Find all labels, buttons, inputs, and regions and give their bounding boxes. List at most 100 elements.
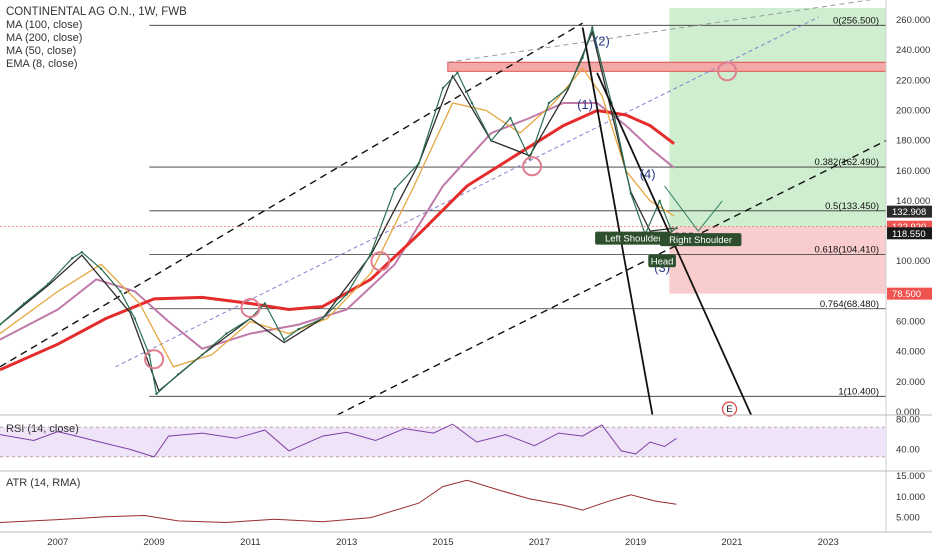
y-tick-label: 160.000: [896, 166, 930, 177]
price-tag: 78.500: [892, 289, 921, 300]
price-tag-bg: [887, 287, 932, 300]
price-tag: 132.908: [892, 207, 926, 218]
price-point: [489, 139, 493, 142]
channel-upper-line: [0, 22, 583, 368]
atr-panel-label: ATR (14, RMA): [6, 477, 81, 489]
price-point: [441, 86, 445, 90]
price-point: [369, 252, 372, 255]
legend-ma200: MA (200, close): [6, 32, 83, 44]
price-point: [201, 353, 204, 356]
pattern-tag: Left Shoulder: [605, 234, 662, 245]
price-point: [297, 327, 300, 331]
price-point: [80, 251, 84, 254]
price-point: [133, 317, 137, 320]
wave-label: (1): [577, 97, 593, 112]
price-point: [22, 302, 26, 305]
y-tick-label: 40.000: [896, 347, 925, 358]
price-point: [282, 338, 286, 341]
ma-line: [0, 30, 675, 392]
projection-path: [664, 185, 723, 232]
x-tick-label: 2021: [721, 537, 742, 548]
pattern-tag-bg: [595, 231, 672, 245]
midline-line: [115, 16, 819, 368]
atr-tick-label: 10.000: [896, 492, 925, 503]
legend-ema8: EMA (8, close): [6, 58, 78, 70]
price-point: [629, 192, 632, 195]
y-tick-label: 100.000: [896, 256, 930, 267]
fib-level-label: 0.618(104.410): [815, 245, 879, 256]
price-point: [155, 392, 158, 396]
price-tag-bg: [887, 227, 932, 240]
y-tick-label: 0.000: [896, 407, 920, 418]
x-tick-label: 2019: [625, 537, 646, 548]
price-point: [263, 302, 267, 305]
x-tick-label: 2007: [47, 537, 68, 548]
fib-level-label: 0.5(133.450): [825, 201, 879, 212]
rsi-tick-label: 80.00: [896, 415, 920, 426]
price-point: [176, 373, 180, 376]
x-tick-label: 2011: [240, 537, 260, 548]
fib-level-label: 1(10.400): [838, 386, 879, 397]
channel-lower-line: [336, 140, 887, 416]
ma-line: [0, 108, 676, 372]
price-point: [456, 71, 459, 75]
price-point: [71, 257, 74, 260]
price-point: [99, 267, 103, 270]
price-point: [470, 101, 474, 105]
fib-level-label: 0.764(68.480): [820, 299, 879, 310]
y-tick-label: 260.000: [896, 15, 930, 26]
wave-label: (2): [594, 34, 610, 49]
price-point: [547, 101, 551, 105]
pattern-tag: Head: [651, 256, 674, 267]
pattern-tag-bg: [659, 233, 742, 247]
price-point: [566, 86, 570, 90]
pivot-circle: [240, 297, 261, 318]
price-point: [345, 293, 348, 296]
selloff-line-steep: [581, 27, 654, 416]
rsi-line: [0, 423, 677, 458]
price-point: [581, 56, 584, 59]
chart-legend: CONTINENTAL AG O.N., 1W, FWB MA (100, cl…: [6, 6, 187, 71]
ma-line: [0, 67, 675, 368]
fib-level-label: 0.382(162.490): [815, 157, 879, 168]
price-point: [0, 323, 2, 326]
x-tick-label: 2023: [818, 537, 839, 548]
y-tick-label: 180.000: [896, 136, 930, 147]
price-point: [321, 317, 324, 320]
y-tick-label: 140.000: [896, 196, 930, 207]
price-point: [393, 187, 397, 191]
atr-tick-label: 15.000: [896, 471, 925, 482]
pattern-tag: Right Shoulder: [669, 235, 732, 246]
rsi-panel-label: RSI (14, close): [6, 423, 79, 435]
legend-ma50: MA (50, close): [6, 45, 77, 57]
price-point: [675, 226, 678, 230]
resistance-zone: [447, 61, 887, 72]
price-point: [658, 199, 661, 203]
fib-level-label: 0(256.500): [833, 15, 879, 26]
price-point: [148, 353, 151, 356]
wave-e-circle: [721, 401, 738, 417]
y-tick-label: 60.000: [896, 317, 925, 328]
rsi-band: [0, 427, 886, 457]
rsi-tick-label: 40.00: [896, 444, 920, 455]
price-point: [509, 116, 512, 120]
y-tick-label: 20.000: [896, 377, 925, 388]
pivot-circle: [522, 156, 543, 177]
price-point: [119, 290, 122, 293]
x-tick-label: 2009: [144, 537, 165, 548]
price-point: [591, 26, 594, 29]
pivot-circle: [144, 349, 165, 370]
atr-tick-label: 5.000: [896, 513, 920, 524]
atr-line: [0, 479, 677, 524]
price-point: [225, 332, 228, 335]
ma-line: [0, 102, 675, 350]
pivot-circle: [717, 61, 738, 82]
price-point: [417, 162, 421, 165]
price-point: [670, 229, 673, 233]
wave-label: (4): [640, 166, 656, 181]
y-tick-label: 220.000: [896, 75, 930, 86]
x-tick-label: 2013: [336, 537, 357, 548]
legend-ma100: MA (100, close): [6, 19, 83, 31]
y-tick-label: 240.000: [896, 45, 930, 56]
